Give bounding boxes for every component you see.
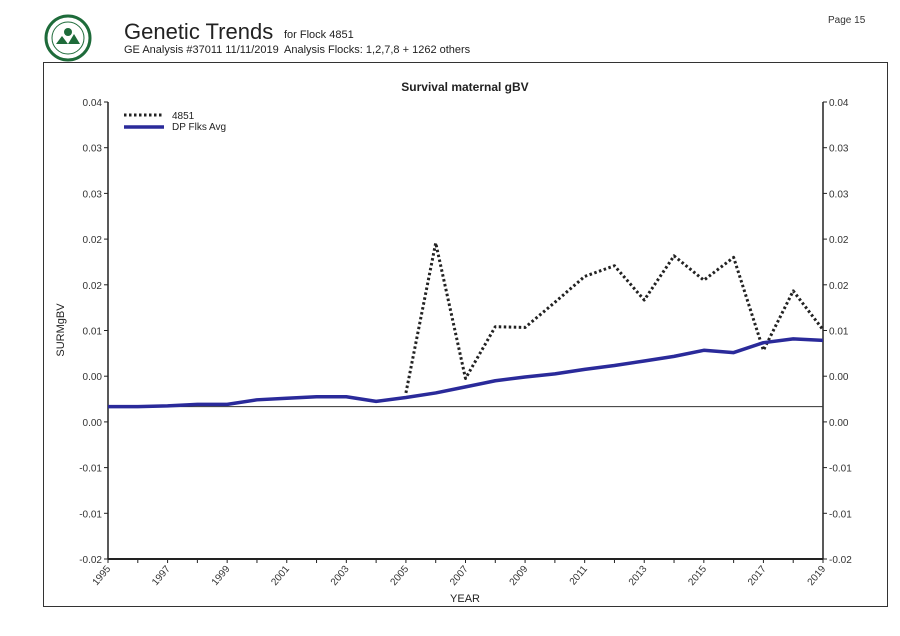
x-tick-label: 2005 — [388, 564, 411, 588]
y-tick-label-right: 0.03 — [829, 144, 849, 155]
x-tick-label: 1997 — [150, 564, 173, 588]
y-tick-label-right: -0.02 — [829, 555, 852, 566]
y-axis-label: SURMgBV — [55, 303, 67, 357]
y-tick-label-left: -0.01 — [79, 509, 102, 520]
x-tick-label: 2013 — [627, 564, 650, 588]
legend-label-avg: DP Flks Avg — [172, 122, 226, 133]
x-tick-label: 2009 — [508, 564, 531, 588]
y-tick-label-right: 0.03 — [829, 189, 849, 200]
legend: 4851 DP Flks Avg — [124, 111, 226, 133]
x-tick-label: 1995 — [91, 564, 114, 588]
x-tick-label: 2007 — [448, 564, 471, 588]
y-tick-label-left: -0.01 — [79, 464, 102, 475]
flock-label: for Flock 4851 — [284, 29, 354, 41]
chart-title: Survival maternal gBV — [401, 80, 528, 94]
x-tick-label: 2015 — [686, 564, 709, 588]
x-tick-label: 2017 — [746, 564, 769, 588]
chart-frame — [43, 62, 888, 607]
y-tick-label-right: 0.04 — [829, 98, 849, 109]
y-tick-label-right: -0.01 — [829, 464, 852, 475]
y-tick-label-right: 0.00 — [829, 418, 849, 429]
report-title: Genetic Trends — [124, 19, 274, 44]
y-tick-label-left: 0.00 — [83, 418, 103, 429]
page-number: Page 15 — [828, 15, 866, 26]
y-tick-label-left: 0.02 — [83, 235, 103, 246]
y-tick-label-left: 0.04 — [83, 98, 103, 109]
y-tick-label-left: 0.01 — [83, 327, 103, 338]
y-tick-label-left: 0.03 — [83, 189, 103, 200]
x-tick-label: 2011 — [568, 564, 591, 588]
analysis-id: GE Analysis #37011 11/11/2019 — [124, 44, 279, 56]
y-tick-label-left: -0.02 — [79, 555, 102, 566]
y-tick-label-left: 0.03 — [83, 144, 103, 155]
y-tick-label-right: -0.01 — [829, 509, 852, 520]
series-line-4851 — [404, 241, 825, 394]
analysis-flocks: Analysis Flocks: 1,2,7,8 + 1262 others — [284, 44, 471, 56]
sil-logo — [44, 14, 92, 62]
series-line-dp-flks-avg — [108, 337, 824, 409]
y-tick-label-right: 0.02 — [829, 281, 849, 292]
x-tick-label: 2001 — [269, 564, 292, 588]
x-tick-label: 2003 — [329, 564, 352, 588]
x-axis-label: YEAR — [450, 593, 480, 605]
x-tick-label: 2019 — [806, 564, 829, 588]
y-tick-label-left: 0.00 — [83, 372, 103, 383]
y-tick-label-right: 0.02 — [829, 235, 849, 246]
legend-label-4851: 4851 — [172, 111, 195, 122]
y-tick-label-left: 0.02 — [83, 281, 103, 292]
y-tick-label-right: 0.00 — [829, 372, 849, 383]
y-tick-label-right: 0.01 — [829, 327, 849, 338]
x-tick-label: 1999 — [210, 564, 233, 588]
